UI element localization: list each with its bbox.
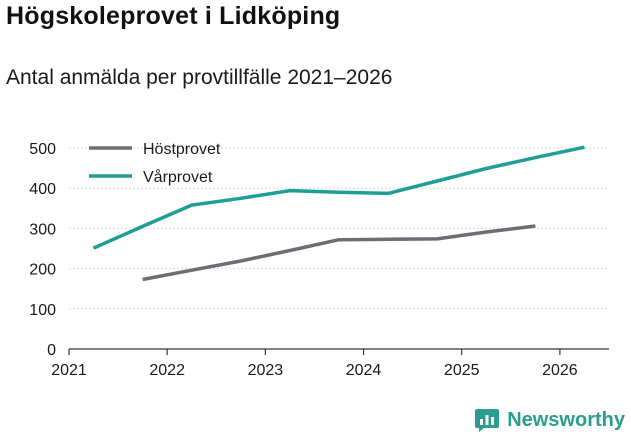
series-line-varprovet [92,145,585,250]
legend-label: Höstprovet [143,141,221,158]
newsworthy-logo-icon [475,409,500,432]
brand-logo: Newsworthy [474,407,625,433]
y-tick-label: 400 [29,181,56,198]
chart-title: Högskoleprovet i Lidköping [6,2,341,30]
chart-subtitle: Antal anmälda per provtillfälle 2021–202… [6,66,393,89]
y-tick-label: 0 [47,342,56,359]
x-tick-label: 2025 [444,362,480,379]
x-tick-label: 2024 [346,362,382,379]
y-tick-label: 200 [29,262,56,279]
x-tick-label: 2026 [542,362,578,379]
y-tick-label: 100 [29,302,56,319]
x-axis: 2021 2022 2023 2024 2025 2026 [51,348,609,379]
y-tick-label: 300 [29,221,56,238]
legend: Höstprovet Vårprovet [89,141,221,186]
gridlines [69,147,609,310]
series-line-hostprovet [142,224,536,282]
brand-name: Newsworthy [507,408,625,431]
x-tick-label: 2023 [248,362,284,379]
legend-label: Vårprovet [143,168,213,186]
x-tick-label: 2021 [51,362,87,379]
x-tick-label: 2022 [149,362,185,379]
series-lines [92,145,585,282]
y-axis: 0 100 200 300 400 500 [29,141,56,359]
y-tick-label: 500 [29,141,56,158]
